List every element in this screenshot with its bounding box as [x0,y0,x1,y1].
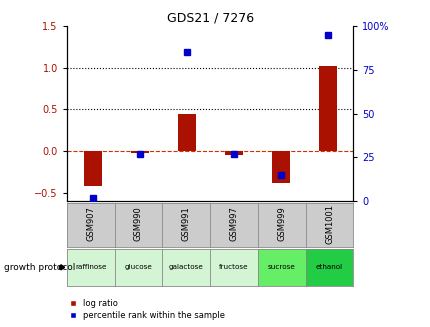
Text: ethanol: ethanol [315,264,342,270]
Bar [130,151,148,153]
Text: GSM1001: GSM1001 [324,204,333,244]
Bar [224,151,242,155]
Text: galactose: galactose [169,264,203,270]
Text: sucrose: sucrose [267,264,295,270]
Text: GSM990: GSM990 [134,207,143,241]
Text: GSM907: GSM907 [86,206,95,241]
Text: GSM991: GSM991 [181,207,190,241]
Text: GSM999: GSM999 [276,207,286,241]
Text: glucose: glucose [124,264,152,270]
Title: GDS21 / 7276: GDS21 / 7276 [166,12,253,25]
Bar [177,113,195,151]
Text: fructose: fructose [219,264,248,270]
Text: raffinose: raffinose [75,264,106,270]
Bar [83,151,101,186]
Bar [271,151,289,183]
Bar [318,66,336,151]
Text: growth protocol: growth protocol [4,263,76,272]
Legend: log ratio, percentile rank within the sample: log ratio, percentile rank within the sa… [71,299,224,319]
Text: GSM997: GSM997 [229,206,238,241]
